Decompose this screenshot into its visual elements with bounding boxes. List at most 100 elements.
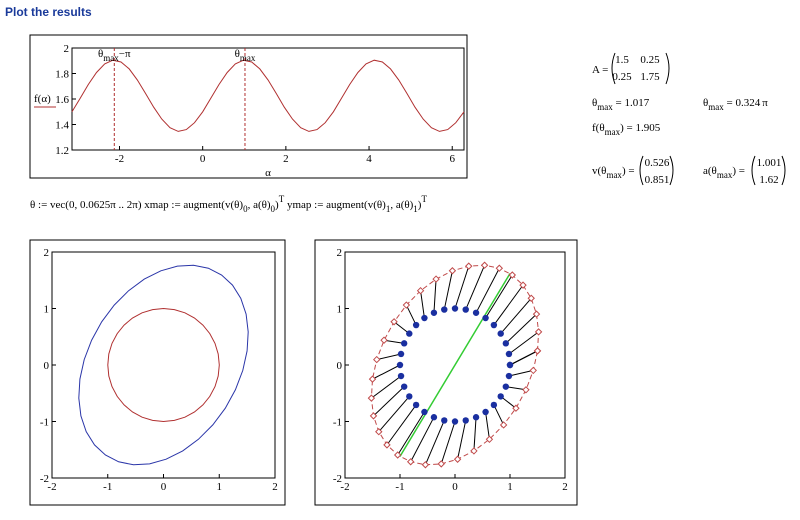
unit-point <box>396 361 404 369</box>
map-segment <box>473 417 477 451</box>
plot-area <box>71 47 465 151</box>
math-text: θmax−π <box>98 48 131 63</box>
plot-area <box>51 251 276 479</box>
text-run: ) = <box>732 165 745 177</box>
unit-point <box>497 393 504 400</box>
math-text: θ := vec(0, 0.0625π .. 2π) xmap := augme… <box>30 194 427 214</box>
map-segment <box>485 274 513 319</box>
mapped-point <box>416 286 425 295</box>
unit-point <box>505 372 513 380</box>
map-segment <box>475 267 500 314</box>
y-tick-label: 0 <box>337 360 343 372</box>
text-run: θ <box>235 48 240 60</box>
mapped-point <box>508 271 517 279</box>
y-tick-label: 1.4 <box>55 120 69 132</box>
mapped-point <box>534 328 543 336</box>
value: 1.017 <box>625 97 650 109</box>
math-text: θmax <box>235 48 256 63</box>
x-tick-label: -2 <box>115 153 124 165</box>
y-tick-label: -1 <box>333 417 342 429</box>
map-segment <box>505 313 537 344</box>
map-segment <box>509 350 538 366</box>
plot-frame <box>29 34 468 179</box>
x-tick-label: -1 <box>395 481 404 493</box>
text-run: ) = <box>622 165 635 177</box>
y-tick-label: 1.2 <box>55 145 69 157</box>
map-segment <box>500 396 517 409</box>
unit-point <box>502 383 510 390</box>
mapped-point <box>470 447 478 455</box>
text-run: max <box>606 170 622 180</box>
map-segment <box>508 369 534 377</box>
unit-point <box>490 401 498 409</box>
map-segment <box>410 416 435 463</box>
unit-point <box>472 414 480 421</box>
unit-point <box>441 417 448 424</box>
x-axis-label: α <box>265 167 271 179</box>
text-run: θ <box>592 97 597 109</box>
unit-point <box>400 383 408 390</box>
mapped-point <box>495 264 504 272</box>
text-run: max <box>240 53 256 63</box>
math-text: θmax = 1.017 <box>592 97 650 112</box>
matrix-entry: 0.25 <box>640 54 660 66</box>
unit-point <box>451 418 459 425</box>
mapped-point <box>373 355 381 364</box>
x-tick-label: 0 <box>452 481 458 493</box>
unit-point <box>472 309 480 316</box>
y-tick-label: 0 <box>44 360 50 372</box>
unit-point <box>406 393 413 400</box>
text-run: max <box>597 102 613 112</box>
mapped-point <box>465 262 473 270</box>
value: 0.324 <box>736 97 761 109</box>
text-run: −π <box>119 48 131 60</box>
mapped-point <box>390 318 398 326</box>
y-tick-label: -1 <box>40 417 49 429</box>
mapped-point <box>432 275 440 283</box>
unit-point <box>400 340 408 347</box>
map-segment <box>420 290 425 319</box>
unit: π <box>762 97 768 109</box>
unit-point <box>482 408 489 416</box>
text-run: , a(θ) <box>248 199 271 211</box>
unit-point <box>505 350 513 358</box>
y-tick-label: 1.6 <box>55 94 69 106</box>
x-tick-label: 2 <box>283 153 289 165</box>
text-run: 1 <box>386 204 391 214</box>
mapped-point <box>519 281 527 289</box>
vector-bracket <box>751 155 786 186</box>
x-tick-label: 1 <box>507 481 513 493</box>
text-run: max <box>103 53 119 63</box>
text-run: ) = <box>620 122 635 134</box>
map-segment <box>405 304 417 326</box>
x-tick-label: -1 <box>103 481 112 493</box>
mapped-point <box>529 366 537 375</box>
mapped-point <box>527 294 535 302</box>
text-run: a(θ <box>703 165 717 177</box>
mapped-point <box>421 461 430 469</box>
map-segment <box>372 364 401 380</box>
text-run: 0 <box>271 204 276 214</box>
mapped-point <box>375 428 383 436</box>
map-segment <box>457 420 467 460</box>
text-run: max <box>605 127 621 137</box>
mapped-point <box>437 460 445 468</box>
unit-point <box>412 401 420 409</box>
matrix-entry: 0.25 <box>612 71 632 83</box>
y-tick-label: 2 <box>337 247 343 259</box>
unit-point <box>502 340 510 347</box>
x-tick-label: 4 <box>366 153 372 165</box>
x-tick-label: -2 <box>340 481 349 493</box>
map-segment <box>424 420 445 465</box>
text-run: ) <box>275 199 279 211</box>
unit-point <box>430 309 438 316</box>
map-segment <box>454 265 470 309</box>
map-segment <box>378 396 410 433</box>
text-run: T <box>421 194 427 204</box>
section-title: Plot the results <box>5 5 92 19</box>
mapped-point <box>522 386 530 394</box>
x-tick-label: 0 <box>161 481 167 493</box>
ellipse-trace <box>370 264 540 466</box>
unit-point <box>430 414 438 421</box>
